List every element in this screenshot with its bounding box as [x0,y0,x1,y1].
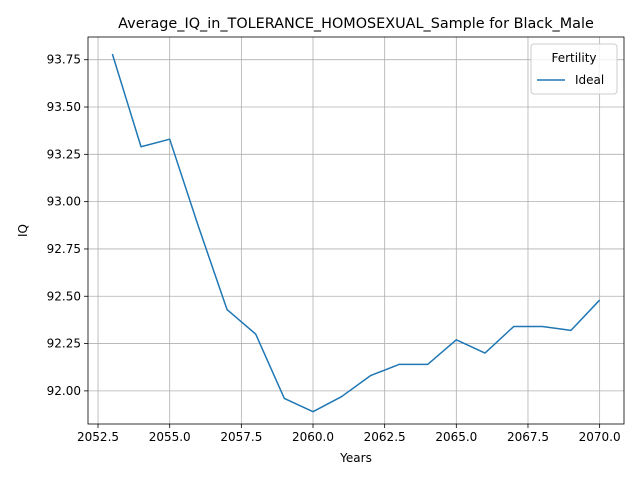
x-axis-label: Years [339,451,372,465]
grid-lines [88,37,624,424]
chart-title: Average_IQ_in_TOLERANCE_HOMOSEXUAL_Sampl… [118,16,594,32]
y-tick-label: 92.25 [47,337,81,351]
series-layer [111,53,601,413]
x-tick-label: 2052.5 [77,430,119,444]
legend-title: Fertility [551,51,596,65]
x-tick-label: 2067.5 [507,430,549,444]
y-tick-label: 93.75 [47,53,81,67]
x-tick-label: 2065.0 [435,430,477,444]
legend-box [530,43,618,95]
x-tick-label: 2055.0 [149,430,191,444]
y-tick-label: 92.75 [47,242,81,256]
x-tick-label: 2060.0 [292,430,334,444]
series-line-ideal [111,53,601,413]
plot-area-frame [87,36,625,425]
y-tick-label: 93.00 [47,195,81,209]
y-tick-label: 93.25 [47,147,81,161]
y-axis-label: IQ [16,224,30,237]
y-tick-label: 92.50 [47,289,81,303]
legend: Fertility Ideal [530,43,618,95]
x-tick-label: 2070.0 [579,430,621,444]
x-tick-label: 2057.5 [220,430,262,444]
legend-label-ideal: Ideal [575,73,604,87]
x-tick-label: 2062.5 [364,430,406,444]
x-axis-ticks: 2052.5 2055.0 2057.5 2060.0 2062.5 2065.0 2067… [77,424,621,444]
y-tick-label: 93.50 [47,100,81,114]
y-axis-ticks: 92.00 92.25 92.50 92.75 93.00 93.25 93.50 93.75 [47,53,88,398]
y-tick-label: 92.00 [47,384,81,398]
